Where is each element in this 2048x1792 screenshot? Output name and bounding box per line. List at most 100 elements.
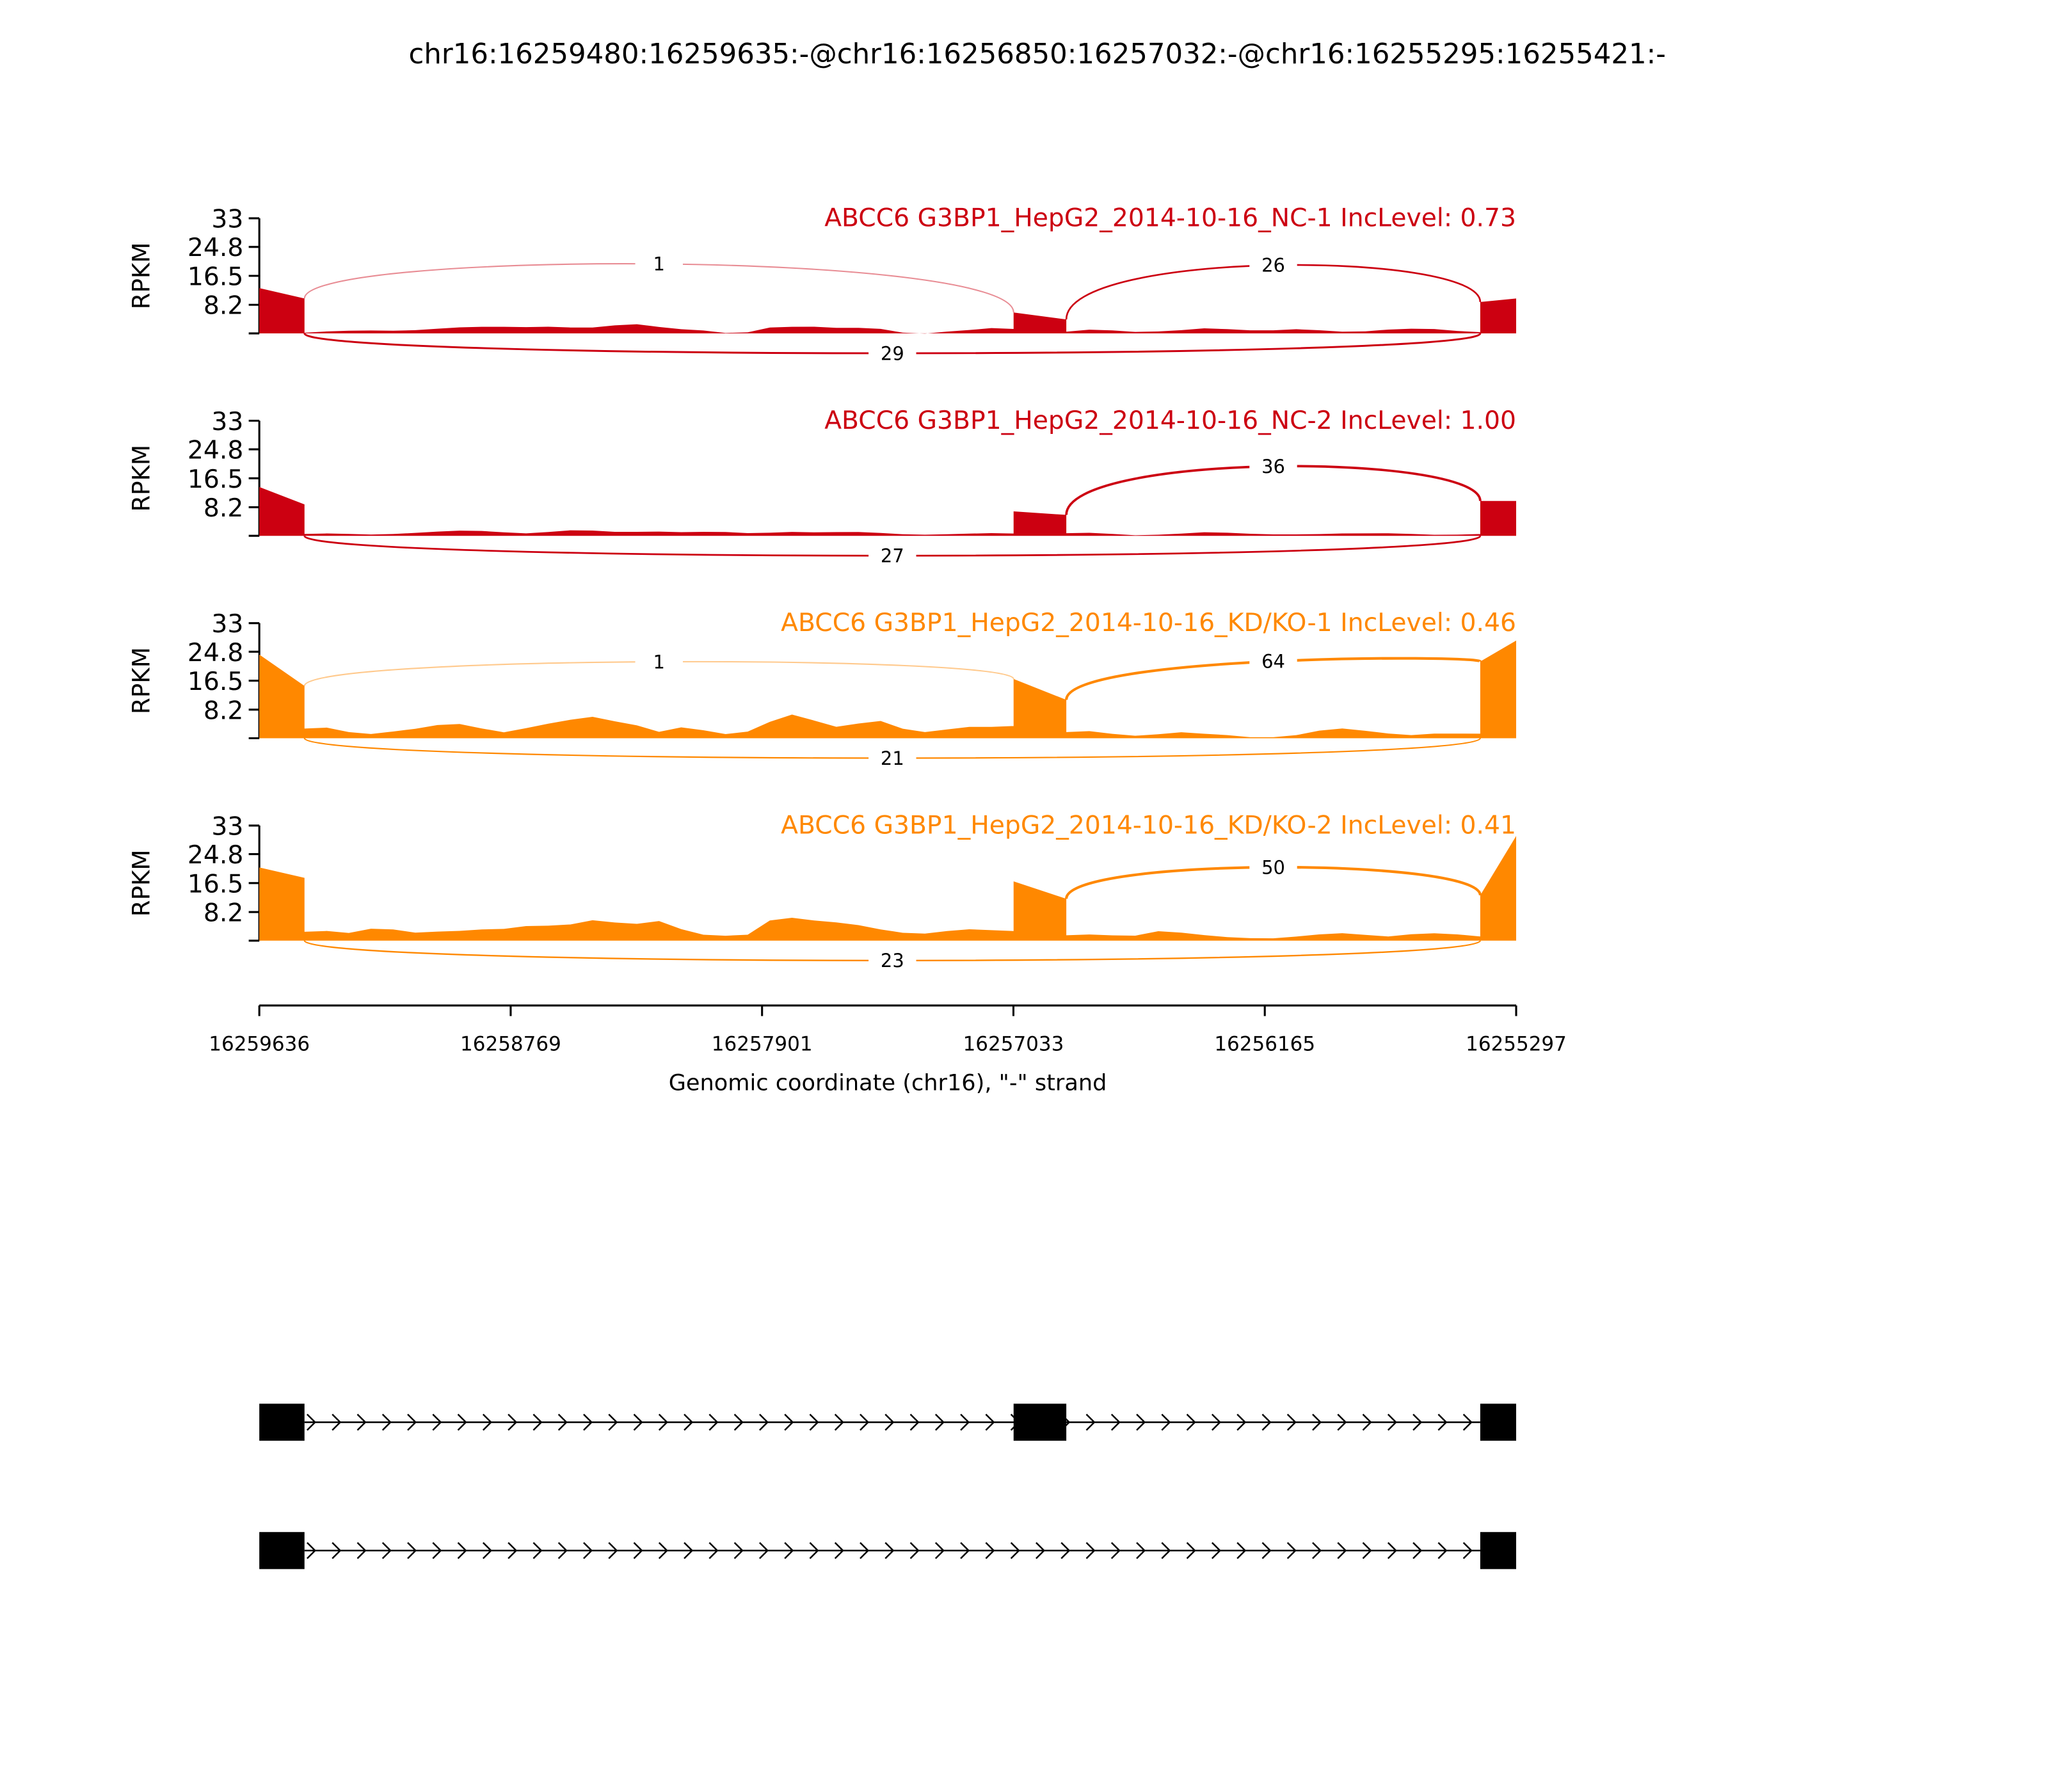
strand-arrow-icon — [1060, 1542, 1071, 1560]
strand-arrow-icon — [633, 1542, 643, 1560]
y-tick-label: 24.8 — [188, 234, 243, 262]
coverage-area — [259, 640, 1516, 739]
strand-arrow-icon — [1110, 1542, 1121, 1560]
junction-label-bg — [868, 543, 916, 568]
strand-arrow-icon — [934, 1413, 945, 1431]
transcript-2 — [259, 1532, 1516, 1569]
junction-label-bg — [868, 948, 916, 973]
y-tick-label: 8.2 — [204, 899, 243, 928]
strand-arrow-icon — [1136, 1542, 1146, 1560]
junction-label-bg — [1249, 855, 1297, 879]
y-tick-label: 16.5 — [188, 870, 243, 899]
strand-arrow-icon — [1110, 1413, 1121, 1431]
junction-count: 36 — [1261, 456, 1285, 477]
strand-arrow-icon — [532, 1413, 543, 1431]
junction-count: 64 — [1261, 651, 1285, 673]
junction-count: 26 — [1261, 255, 1285, 276]
strand-arrow-icon — [784, 1413, 794, 1431]
strand-arrow-icon — [909, 1413, 920, 1431]
track-label: ABCC6 G3BP1_HepG2_2014-10-16_KD/KO-2 Inc… — [781, 811, 1516, 840]
strand-arrow-icon — [381, 1413, 392, 1431]
strand-arrow-icon — [1387, 1542, 1397, 1560]
strand-arrow-icon — [658, 1413, 668, 1431]
strand-arrow-icon — [407, 1542, 417, 1560]
y-tick-label: 16.5 — [188, 668, 243, 696]
strand-arrow-icon — [356, 1413, 367, 1431]
x-tick-label: 16259636 — [209, 1032, 310, 1055]
junction-label-bg — [1249, 253, 1297, 278]
y-tick-label: 33 — [211, 408, 243, 436]
strand-arrow-icon — [432, 1542, 442, 1560]
strand-arrow-icon — [508, 1413, 518, 1431]
strand-arrow-icon — [960, 1542, 970, 1560]
strand-arrow-icon — [1412, 1413, 1423, 1431]
x-axis-label: Genomic coordinate (chr16), "-" strand — [669, 1069, 1107, 1096]
junction-label-bg — [1249, 649, 1297, 673]
strand-arrow-icon — [583, 1413, 593, 1431]
x-axis: 16259636 16258769 16257901 16257033 16256165… — [209, 1004, 1567, 1055]
strand-arrow-icon — [1186, 1542, 1196, 1560]
strand-arrow-icon — [332, 1413, 342, 1431]
junction-label-bg — [868, 341, 916, 365]
strand-arrow-icon — [482, 1542, 492, 1560]
strand-arrow-icon — [1036, 1542, 1046, 1560]
strand-arrow-icon — [532, 1542, 543, 1560]
x-tick-label: 16256165 — [1214, 1032, 1315, 1055]
x-tick-label: 16255297 — [1466, 1032, 1567, 1055]
y-tick-label: 16.5 — [188, 465, 243, 494]
gene-models — [259, 1404, 1516, 1569]
strand-arrow-icon — [809, 1542, 819, 1560]
strand-arrow-icon — [1236, 1413, 1247, 1431]
strand-arrow-icon — [1412, 1542, 1423, 1560]
exon-block — [259, 1404, 305, 1441]
transcript-1 — [259, 1404, 1516, 1441]
strand-arrow-icon — [1136, 1413, 1146, 1431]
strand-arrow-icon — [1362, 1542, 1372, 1560]
y-tick-label: 33 — [211, 610, 243, 639]
junction-count: 1 — [653, 253, 665, 275]
junction-count: 23 — [881, 950, 904, 972]
y-tick-label: 33 — [211, 812, 243, 841]
junction-count: 50 — [1261, 856, 1285, 878]
strand-arrow-icon — [809, 1413, 819, 1431]
strand-arrow-icon — [1186, 1413, 1196, 1431]
strand-arrow-icon — [457, 1413, 467, 1431]
coverage-area — [259, 288, 1516, 334]
junction-label-bg — [635, 650, 683, 674]
strand-arrow-icon — [1236, 1542, 1247, 1560]
strand-arrow-icon — [759, 1542, 769, 1560]
strand-arrow-icon — [1462, 1542, 1473, 1560]
strand-arrow-icon — [1211, 1413, 1222, 1431]
strand-arrow-icon — [1085, 1413, 1096, 1431]
strand-arrow-icon — [860, 1413, 870, 1431]
y-tick-label: 24.8 — [188, 436, 243, 465]
strand-arrow-icon — [1362, 1413, 1372, 1431]
strand-arrow-icon — [1337, 1542, 1347, 1560]
y-axis-label: RPKM — [127, 647, 156, 714]
track-label: ABCC6 G3BP1_HepG2_2014-10-16_KD/KO-1 Inc… — [781, 609, 1516, 637]
strand-arrow-icon — [1261, 1413, 1272, 1431]
junction-label-bg — [635, 252, 683, 276]
junction-label-bg — [868, 746, 916, 771]
strand-arrow-icon — [934, 1542, 945, 1560]
strand-arrow-icon — [508, 1542, 518, 1560]
strand-arrow-icon — [1312, 1413, 1322, 1431]
strand-arrow-icon — [684, 1413, 694, 1431]
strand-arrow-icon — [733, 1413, 744, 1431]
strand-arrow-icon — [884, 1413, 895, 1431]
strand-arrow-icon — [834, 1542, 844, 1560]
strand-arrow-icon — [557, 1413, 568, 1431]
strand-arrow-icon — [985, 1542, 995, 1560]
exon-block — [1013, 1404, 1067, 1441]
y-tick-label: 16.5 — [188, 262, 243, 291]
strand-arrow-icon — [684, 1542, 694, 1560]
exon-block — [1480, 1404, 1516, 1441]
strand-arrow-icon — [884, 1542, 895, 1560]
strand-arrow-icon — [909, 1542, 920, 1560]
strand-arrow-icon — [708, 1413, 719, 1431]
strand-arrow-icon — [960, 1413, 970, 1431]
strand-arrow-icon — [860, 1542, 870, 1560]
